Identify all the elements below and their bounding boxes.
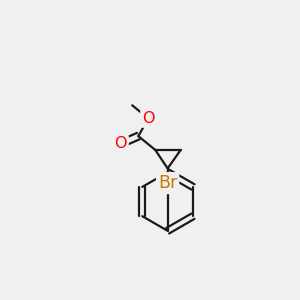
Text: Br: Br [158, 174, 177, 192]
Text: O: O [114, 136, 127, 151]
Text: O: O [142, 111, 154, 126]
